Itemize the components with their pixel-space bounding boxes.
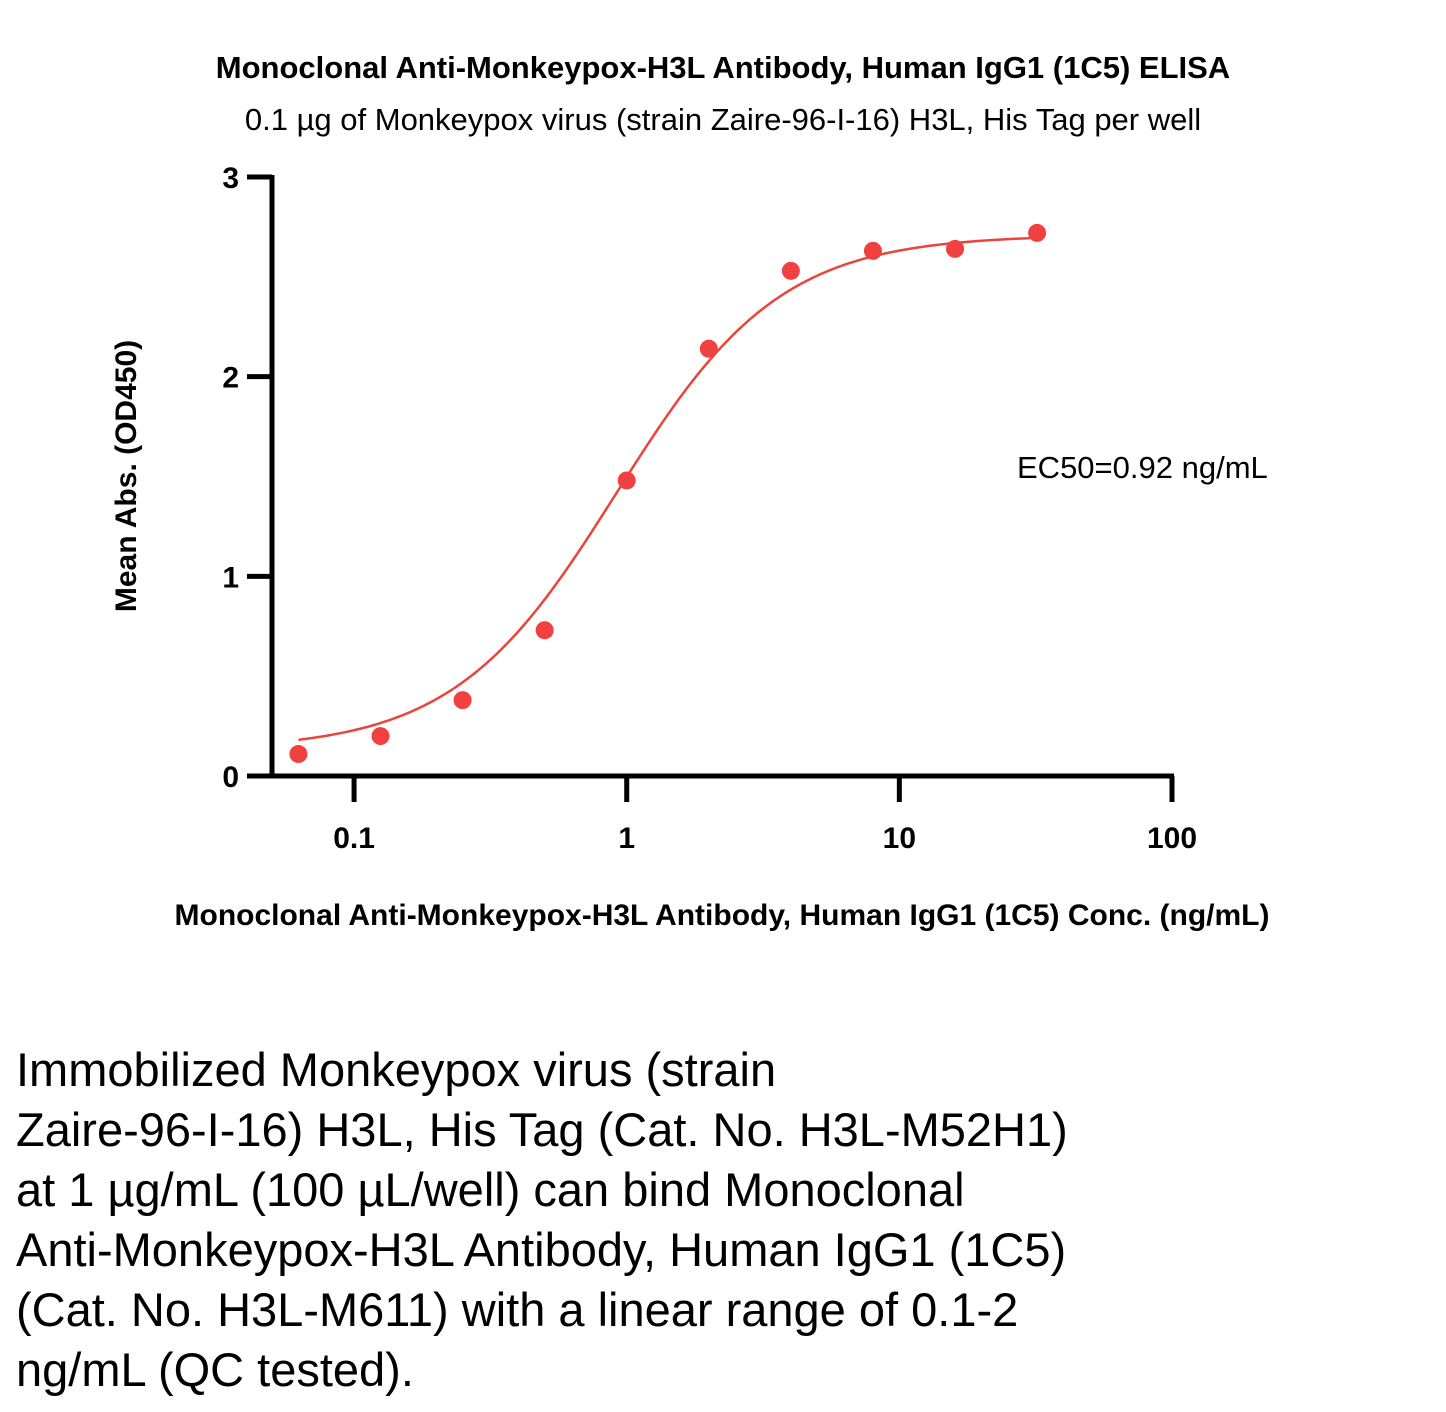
x-tick-label: 1 — [618, 822, 635, 855]
x-tick-label: 100 — [1147, 822, 1197, 855]
fit-curve-layer — [298, 236, 1038, 742]
y-tick-label: 1 — [222, 561, 239, 594]
x-tick-label: 0.1 — [333, 822, 375, 855]
chart-subtitle: 0.1 µg of Monkeypox virus (strain Zaire-… — [245, 102, 1201, 137]
data-point — [535, 621, 554, 640]
data-point — [371, 727, 390, 746]
y-tick-label: 0 — [222, 761, 239, 794]
x-tick-label: 10 — [883, 822, 916, 855]
data-point — [289, 745, 308, 764]
data-point — [781, 261, 800, 280]
y-tick-label: 3 — [222, 162, 239, 195]
data-point — [1028, 223, 1047, 242]
chart-title: Monoclonal Anti-Monkeypox-H3L Antibody, … — [216, 50, 1230, 85]
x-axis-title: Monoclonal Anti-Monkeypox-H3L Antibody, … — [175, 899, 1270, 932]
ec50-annotation: EC50=0.92 ng/mL — [1017, 450, 1268, 485]
elisa-chart: Monoclonal Anti-Monkeypox-H3L Antibody, … — [110, 50, 1270, 932]
caption-text: Immobilized Monkeypox virus (strain Zair… — [16, 1043, 1068, 1396]
data-point — [617, 471, 636, 490]
y-axis-title: Mean Abs. (OD450) — [110, 340, 143, 612]
axes: 0 1 2 3 0.1 1 10 100 — [222, 162, 1197, 855]
data-point — [863, 241, 882, 260]
y-tick-label: 2 — [222, 362, 239, 395]
data-points-layer — [289, 223, 1047, 764]
data-point — [453, 691, 472, 710]
fit-curve — [298, 236, 1038, 742]
data-point — [699, 339, 718, 358]
data-point — [946, 239, 965, 258]
